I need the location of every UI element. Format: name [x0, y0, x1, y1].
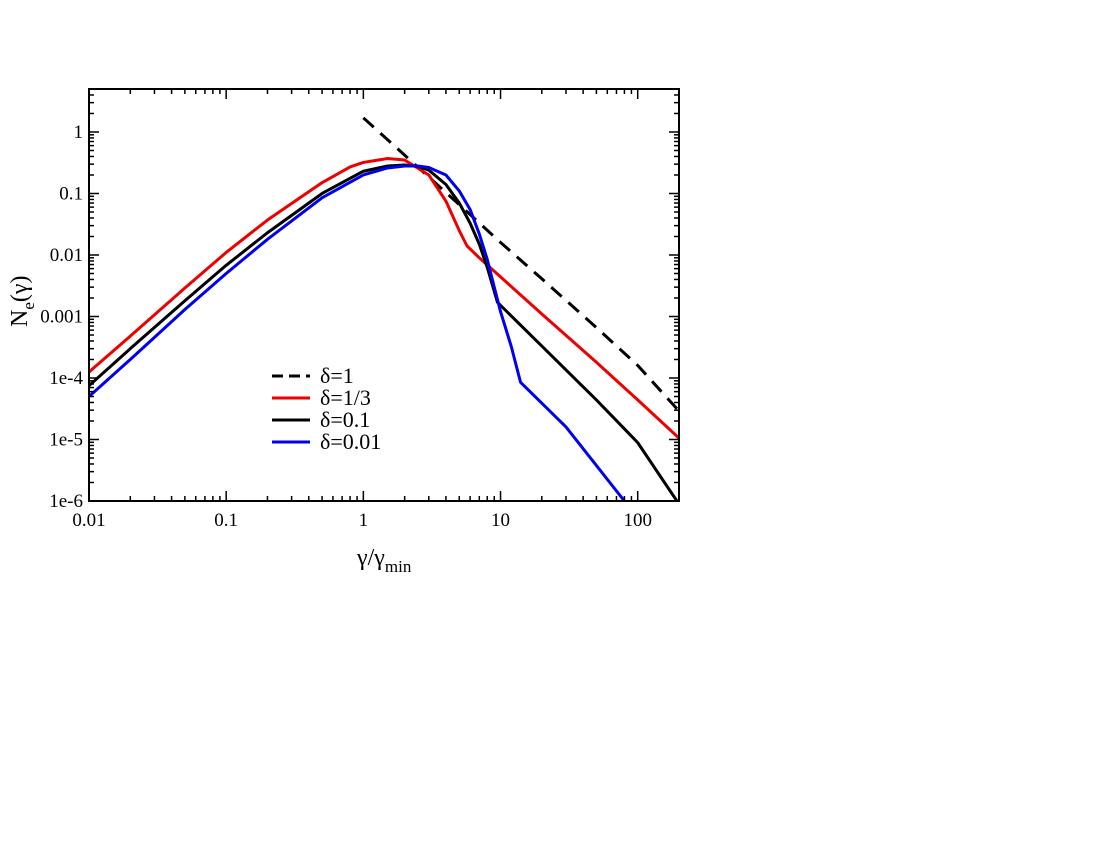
x-tick-label: 10 [491, 510, 510, 531]
x-axis-label-main: γ/γ [356, 545, 385, 571]
legend-label: δ=1/3 [320, 385, 371, 410]
series-layer [89, 116, 679, 501]
y-tick-label: 1 [74, 122, 84, 143]
series-line-1 [362, 116, 679, 413]
y-tick-label: 1e-5 [49, 429, 83, 450]
x-tick-label: 100 [623, 510, 652, 531]
plot-frame [88, 88, 680, 502]
x-tick-label: 1 [359, 510, 369, 531]
y-tick-label: 1e-6 [49, 491, 83, 512]
legend: δ=1δ=1/3δ=0.1δ=0.01 [272, 363, 381, 454]
x-axis-label: γ/γmin [356, 545, 412, 576]
y-axis-label-tail: (γ) [7, 276, 33, 303]
y-tick-label: 0.001 [40, 306, 83, 327]
y-axis-label-main: N [7, 310, 33, 327]
tick-label-layer: 0.01 0.1 1 10 100 1e-6 1e-5 1e-4 0.001 0.01 0.1 1 [40, 122, 652, 531]
y-axis-label: Ne(γ) [7, 276, 38, 327]
series-line-2 [89, 157, 679, 440]
legend-label: δ=0.1 [320, 407, 370, 432]
y-tick-label: 0.1 [59, 183, 83, 204]
x-axis-label-sub: min [385, 557, 412, 576]
y-tick-label: 0.01 [50, 245, 83, 266]
x-tick-label: 0.1 [214, 510, 238, 531]
legend-label: δ=1 [320, 363, 354, 388]
series-line-3 [89, 163, 679, 501]
y-axis-label-sub: e [19, 302, 38, 310]
legend-label: δ=0.01 [320, 429, 381, 454]
x-tick-label: 0.01 [72, 510, 105, 531]
y-tick-label: 1e-4 [49, 368, 83, 389]
series-line-4 [89, 164, 626, 501]
